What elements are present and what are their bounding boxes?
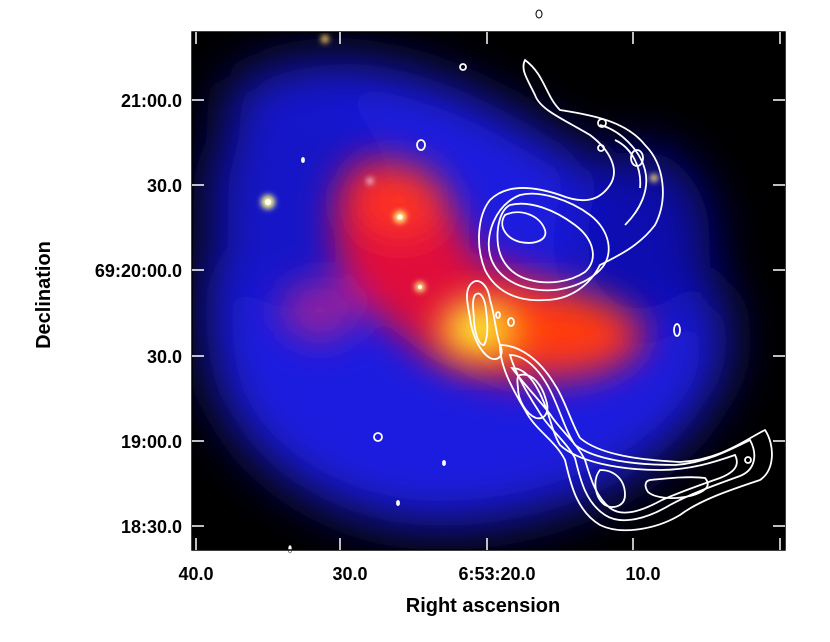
x-tick-label: 40.0	[178, 564, 213, 584]
x-tick-label: 6:53:20.0	[458, 564, 535, 584]
y-tick-label: 69:20:00.0	[95, 261, 182, 281]
y-tick-label: 30.0	[147, 176, 182, 196]
edge-contour	[287, 544, 293, 554]
y-tick-label: 30.0	[147, 347, 182, 367]
tick-marks	[192, 32, 785, 550]
radio-contours	[301, 58, 773, 532]
xray-image	[192, 32, 785, 550]
x-tick-label: 10.0	[625, 564, 660, 584]
y-axis-label: Declination	[33, 241, 55, 349]
y-tick-label: 21:00.0	[121, 91, 182, 111]
x-axis-label: Right ascension	[406, 595, 560, 617]
red-emission	[280, 158, 647, 383]
plot-frame	[191, 31, 786, 551]
yellow-core	[440, 300, 520, 360]
y-tick-label: 18:30.0	[121, 517, 182, 537]
x-tick-label: 30.0	[332, 564, 367, 584]
y-tick-label: 19:00.0	[121, 432, 182, 452]
stray-contour	[535, 9, 543, 19]
point-sources	[261, 35, 658, 292]
